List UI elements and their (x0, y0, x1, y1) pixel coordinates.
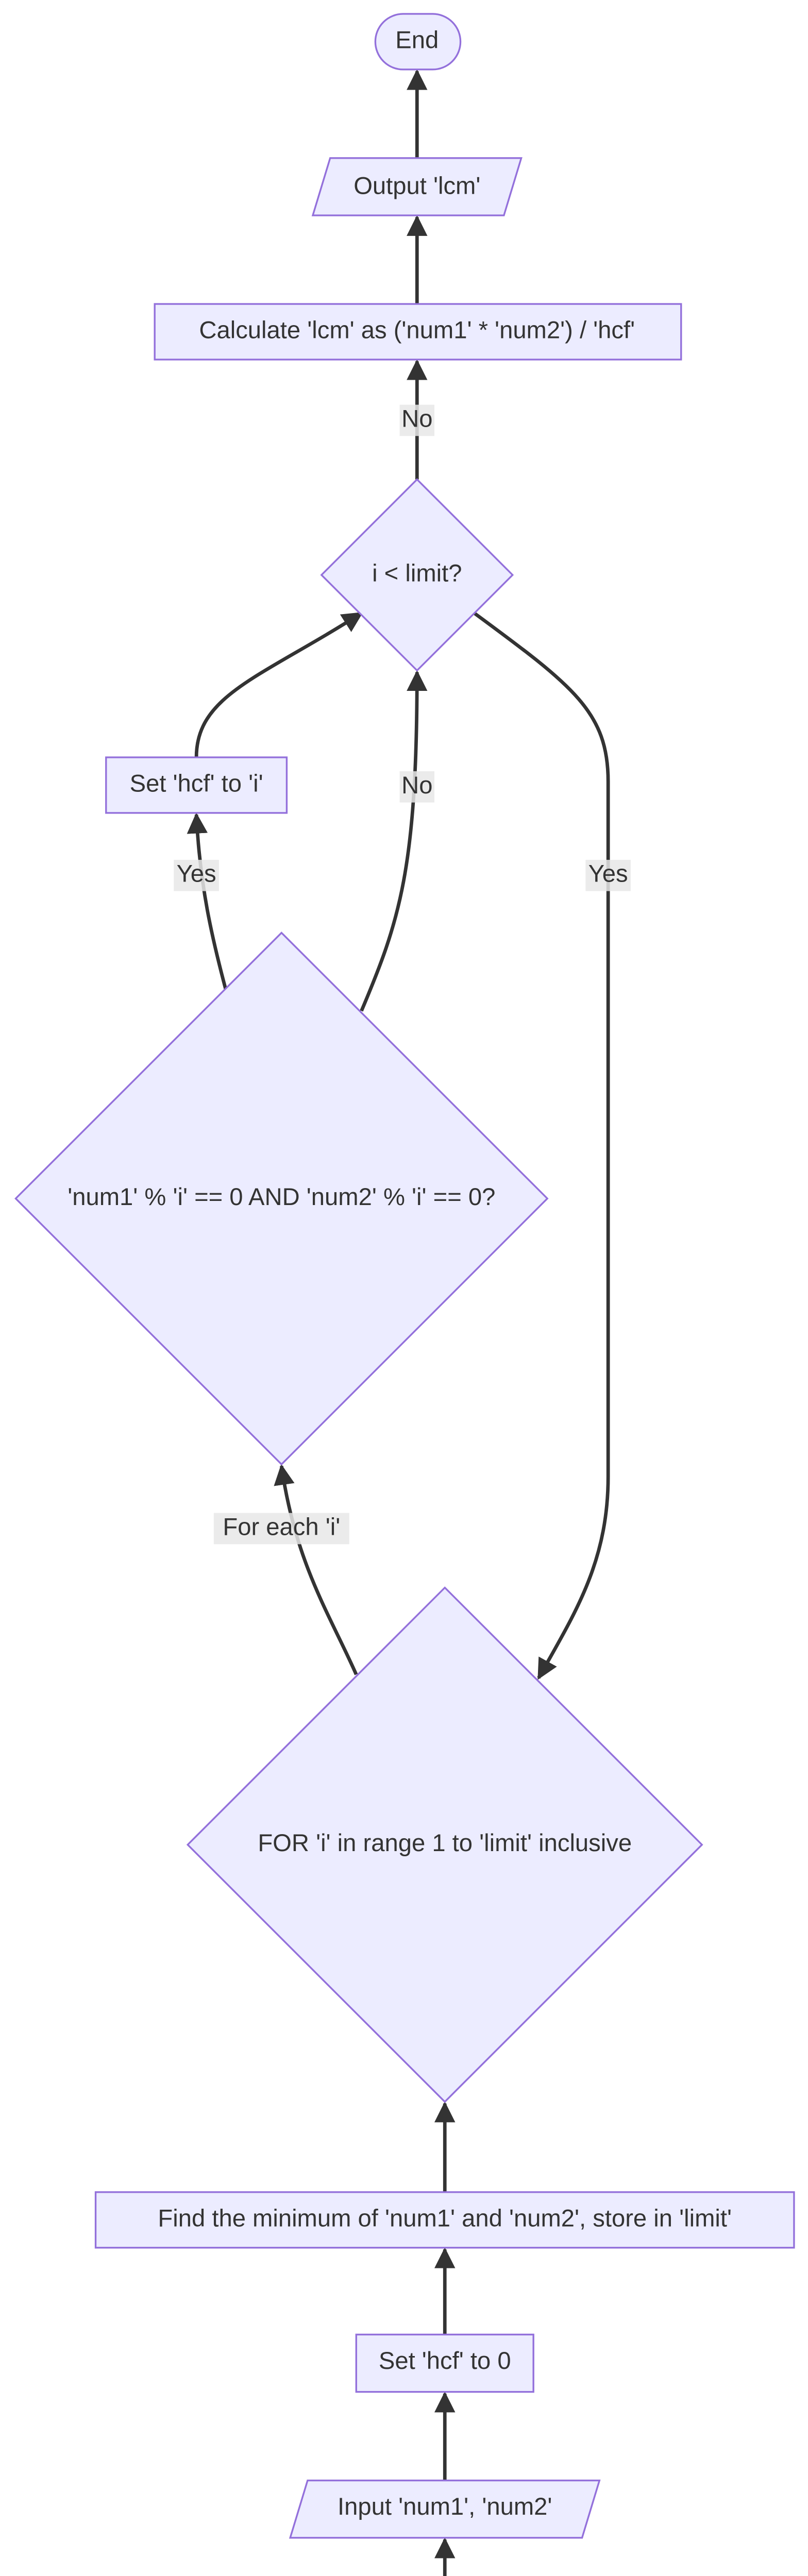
edge (360, 670, 428, 1012)
edges (187, 69, 610, 2576)
node-label: End (395, 26, 439, 54)
node-label: FOR 'i' in range 1 to 'limit' inclusive (258, 1829, 632, 1857)
process-node (94, 2191, 795, 2249)
edge-labels: No No Yes Yes For each 'i' (174, 404, 631, 1545)
process-node (355, 2333, 534, 2393)
node-label: 'num1' % 'i' == 0 AND 'num2' % 'i' == 0? (68, 1183, 495, 1211)
node-label: Input 'num1', 'num2' (338, 2493, 552, 2520)
node-label: Calculate 'lcm' as ('num1' * 'num2') / '… (199, 316, 635, 344)
node-label: Output 'lcm' (354, 173, 480, 200)
edge-label: Yes (177, 860, 216, 888)
decision-node (14, 931, 549, 1466)
edge (187, 812, 228, 991)
edge-label-bg (174, 859, 219, 891)
edge-label-bg (213, 1513, 349, 1545)
io-node (289, 2479, 601, 2539)
edge-label-bg (399, 404, 435, 436)
edge-label-bg (399, 771, 435, 803)
edge (194, 612, 363, 757)
node-label: Set 'hcf' to 0 (379, 2347, 511, 2375)
edge-label-bg (585, 859, 631, 891)
io-node (311, 157, 523, 216)
edge-label: No (401, 772, 432, 799)
process-node (105, 756, 288, 814)
edge (473, 612, 610, 1680)
decision-node (186, 1586, 703, 2103)
process-node (154, 303, 682, 361)
node-label: Set 'hcf' to 'i' (130, 770, 263, 797)
edge-label: For each 'i' (223, 1513, 340, 1540)
node-label: i < limit? (372, 560, 462, 587)
edge-label: No (401, 405, 432, 432)
node-label: Find the minimum of 'num1' and 'num2', s… (158, 2205, 732, 2232)
edge-label: Yes (588, 860, 628, 888)
edge (274, 1464, 358, 1675)
decision-node (320, 478, 514, 672)
nodes: End Output 'lcm' Calculate 'lcm' as ('nu… (14, 13, 795, 2539)
terminal-node (374, 13, 462, 71)
